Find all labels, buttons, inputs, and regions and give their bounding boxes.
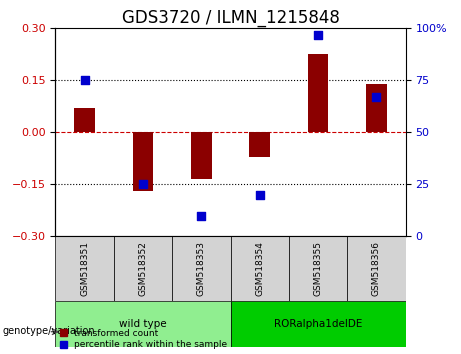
Bar xyxy=(366,84,387,132)
FancyBboxPatch shape xyxy=(55,301,230,347)
Point xyxy=(314,32,322,38)
Point xyxy=(256,192,263,198)
FancyBboxPatch shape xyxy=(114,236,172,301)
Bar xyxy=(133,132,153,191)
Legend: transformed count, percentile rank within the sample: transformed count, percentile rank withi… xyxy=(60,329,227,349)
Point xyxy=(198,213,205,218)
FancyBboxPatch shape xyxy=(172,236,230,301)
Bar xyxy=(249,132,270,156)
Text: RORalpha1delDE: RORalpha1delDE xyxy=(274,319,362,329)
Bar xyxy=(74,108,95,132)
Text: GSM518352: GSM518352 xyxy=(138,241,148,296)
FancyBboxPatch shape xyxy=(230,236,289,301)
Bar xyxy=(308,54,328,132)
FancyBboxPatch shape xyxy=(55,236,114,301)
Text: wild type: wild type xyxy=(119,319,167,329)
Point xyxy=(373,94,380,100)
Title: GDS3720 / ILMN_1215848: GDS3720 / ILMN_1215848 xyxy=(122,9,339,27)
Point xyxy=(81,78,88,83)
Bar xyxy=(191,132,212,179)
Text: GSM518351: GSM518351 xyxy=(80,241,89,296)
Text: GSM518356: GSM518356 xyxy=(372,241,381,296)
Text: genotype/variation: genotype/variation xyxy=(2,326,95,336)
FancyBboxPatch shape xyxy=(347,236,406,301)
FancyBboxPatch shape xyxy=(230,301,406,347)
Point xyxy=(139,182,147,187)
Text: GSM518353: GSM518353 xyxy=(197,241,206,296)
Text: GSM518354: GSM518354 xyxy=(255,241,264,296)
FancyBboxPatch shape xyxy=(289,236,347,301)
Text: GSM518355: GSM518355 xyxy=(313,241,323,296)
